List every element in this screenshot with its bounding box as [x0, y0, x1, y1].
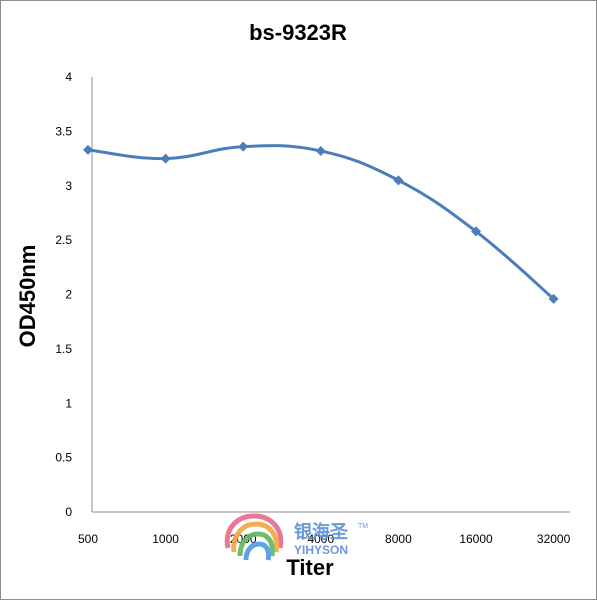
y-tick-label: 2.5 — [55, 233, 72, 247]
data-point-marker — [471, 226, 481, 237]
data-point-marker — [238, 141, 249, 152]
y-tick-label: 0 — [65, 505, 72, 519]
y-tick-label: 2 — [65, 288, 72, 302]
data-point-marker — [315, 145, 326, 156]
data-point-marker — [160, 153, 171, 164]
y-tick-label: 4 — [65, 70, 72, 84]
series — [83, 141, 559, 304]
series-line — [87, 144, 555, 300]
y-tick-label: 3.5 — [55, 124, 72, 138]
watermark-cn: 银海圣 — [294, 521, 349, 543]
y-tick-label: 1.5 — [55, 342, 72, 356]
watermark-en: YIHYSON — [294, 543, 348, 557]
data-point-marker — [393, 175, 404, 186]
watermark-logo-icon — [224, 513, 284, 561]
x-tick-label: 1000 — [152, 532, 179, 546]
x-tick-label: 500 — [78, 532, 98, 546]
chart-title: bs-9323R — [249, 20, 347, 45]
watermark-tm: TM — [358, 523, 368, 530]
y-tick-label: 3 — [65, 179, 72, 193]
data-point-marker — [83, 144, 93, 155]
x-axis-title: Titer — [286, 555, 334, 580]
y-tick-label: 0.5 — [55, 451, 72, 465]
y-ticks: 0 0.5 1 1.5 2 2.5 3 3.5 4 — [55, 70, 72, 519]
x-tick-label: 32000 — [537, 532, 571, 546]
data-point-marker — [548, 293, 559, 304]
y-tick-label: 1 — [65, 396, 72, 410]
y-axis-title: OD450nm — [15, 245, 40, 348]
axes — [91, 77, 570, 513]
yihyson-watermark: 银海圣 TM YIHYSON — [224, 513, 368, 561]
x-tick-label: 4000 — [307, 532, 334, 546]
x-tick-label: 8000 — [385, 532, 412, 546]
x-tick-label: 16000 — [459, 532, 493, 546]
